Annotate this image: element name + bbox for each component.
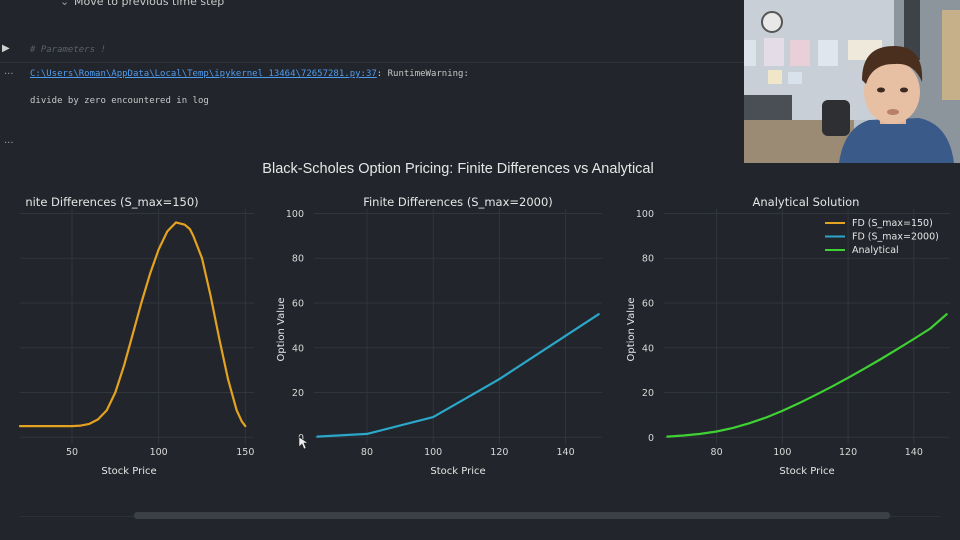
x-tick-label: 50 (66, 447, 78, 458)
x-tick-label: 80 (361, 447, 373, 458)
x-tick-label: 80 (711, 447, 723, 458)
x-tick-label: 140 (557, 447, 575, 458)
y-tick-label: 80 (292, 254, 304, 265)
series-line[interactable] (316, 313, 600, 438)
subplot-group: 50 100 150 nite Differences (S_max=150) Stoc… (18, 195, 950, 477)
output-collapse-icon[interactable]: ... (4, 66, 14, 77)
series-line[interactable] (666, 313, 948, 438)
webcam-overlay (744, 0, 960, 163)
y-tick-label: 100 (286, 209, 304, 220)
chart-legend[interactable]: FD (S_max=150) FD (S_max=2000) Analytical (825, 218, 939, 256)
mouse-cursor-icon (298, 436, 309, 450)
x-tick-label: 100 (150, 447, 168, 458)
y-tick-label: 60 (642, 299, 654, 310)
code-cell[interactable]: ▶ # Parameters ! (0, 40, 744, 63)
horizontal-scrollbar[interactable] (134, 512, 890, 519)
subplot-title: nite Differences (S_max=150) (25, 195, 198, 209)
subplot-title: Analytical Solution (753, 195, 860, 209)
warning-file-link[interactable]: C:\Users\Roman\AppData\Local\Temp\ipyker… (30, 69, 377, 79)
y-axis-label: Option Value (276, 297, 287, 361)
warning-line: C:\Users\Roman\AppData\Local\Temp\ipyker… (30, 69, 469, 79)
chart-title: Black-Scholes Option Pricing: Finite Dif… (262, 161, 653, 177)
x-axis-label: Stock Price (101, 466, 156, 477)
x-tick-label: 120 (839, 447, 857, 458)
output-collapse-icon-2[interactable]: ... (4, 135, 14, 146)
y-tick-label: 20 (292, 388, 304, 399)
series-line[interactable] (18, 221, 247, 428)
x-tick-label: 150 (236, 447, 254, 458)
run-cell-icon[interactable]: ▶ (2, 43, 10, 54)
subplot-2[interactable]: 02040608010080100120140Finite Difference… (276, 195, 602, 477)
subplot-title: Finite Differences (S_max=2000) (363, 195, 553, 209)
subplot-3[interactable]: 0 20 40 60 80 100 80 100 120 140 Analytical Soluti… (626, 195, 950, 477)
top-line-text: Move to previous time step (74, 0, 225, 8)
y-tick-label: 0 (648, 433, 654, 444)
y-tick-label: 100 (636, 209, 654, 220)
y-tick-label: 40 (642, 343, 654, 354)
legend-label[interactable]: Analytical (852, 245, 899, 256)
previous-step-comment: ⌄ Move to previous time step (60, 0, 224, 8)
x-tick-label: 140 (905, 447, 923, 458)
x-tick-label: 100 (773, 447, 791, 458)
x-axis-label: Stock Price (430, 466, 485, 477)
legend-label[interactable]: FD (S_max=150) (852, 218, 933, 229)
y-tick-label: 60 (292, 299, 304, 310)
chevron-down-icon[interactable]: ⌄ (60, 0, 70, 8)
subplot-1[interactable]: 50 100 150 nite Differences (S_max=150) Stoc… (18, 195, 254, 477)
legend-label[interactable]: FD (S_max=2000) (852, 232, 939, 243)
webcam-feed (744, 0, 960, 163)
warning-type: : RuntimeWarning: (376, 69, 469, 79)
warning-message: divide by zero encountered in log (30, 96, 209, 106)
x-axis-label: Stock Price (779, 466, 834, 477)
y-tick-label: 40 (292, 343, 304, 354)
x-tick-label: 120 (490, 447, 508, 458)
code-comment: # Parameters ! (30, 45, 106, 55)
y-tick-label: 20 (642, 388, 654, 399)
x-tick-label: 100 (424, 447, 442, 458)
y-tick-label: 80 (642, 254, 654, 265)
y-axis-label: Option Value (626, 297, 637, 361)
